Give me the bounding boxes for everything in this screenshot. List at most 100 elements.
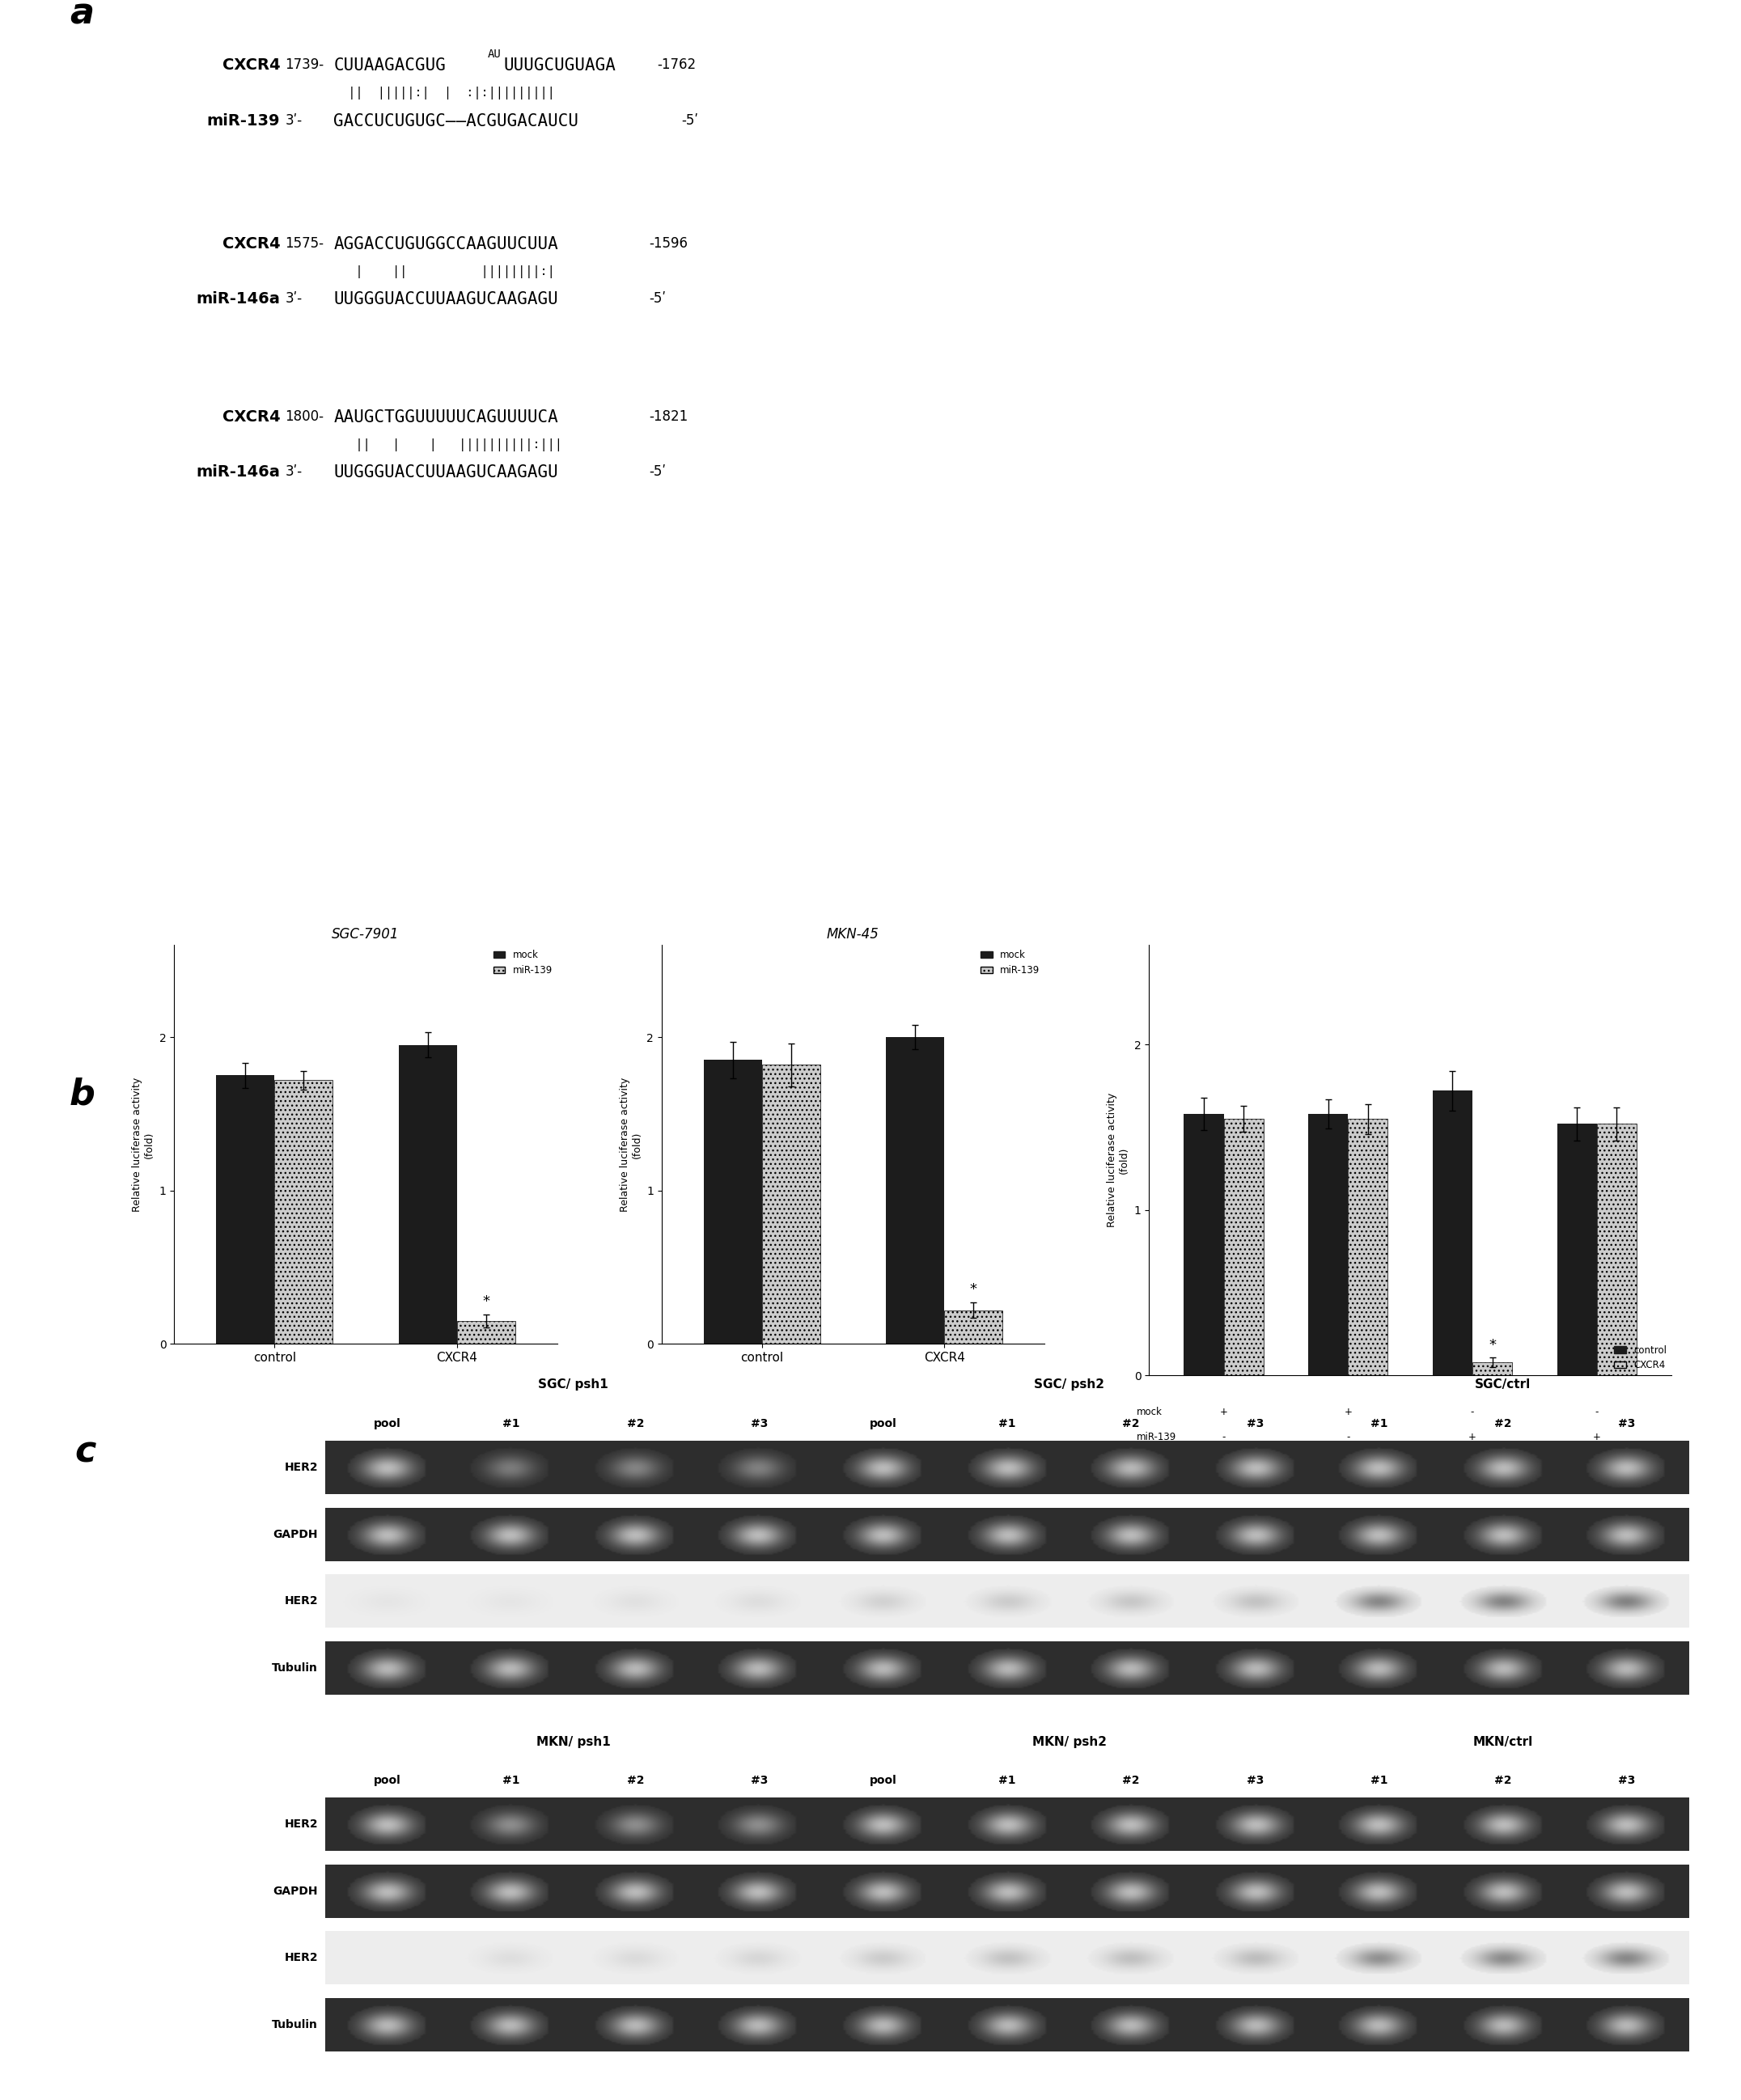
Text: UUGGGUACCUUAAGUCAAGAGU: UUGGGUACCUUAAGUCAAGAGU — [334, 464, 559, 481]
Text: miR-139: miR-139 — [207, 113, 280, 128]
Text: a: a — [70, 0, 94, 32]
Bar — [1307, 1113, 1348, 1376]
Text: HER2: HER2 — [284, 1596, 319, 1607]
Text: c: c — [75, 1434, 96, 1470]
Text: #2: #2 — [1123, 1418, 1140, 1430]
Bar — [399, 1044, 456, 1344]
Text: -: - — [1595, 1455, 1598, 1468]
Text: AGGACCUGUGGCCAAGUUCUUA: AGGACCUGUGGCCAAGUUCUUA — [334, 237, 559, 252]
Text: #1: #1 — [999, 1418, 1015, 1430]
Text: #2: #2 — [1494, 1774, 1511, 1787]
Text: -: - — [1595, 1407, 1598, 1418]
Text: |    ||          ||||||||:|: | || ||||||||:| — [334, 265, 555, 277]
Text: 3ʹ-: 3ʹ- — [286, 113, 303, 128]
Text: 3ʹ-: 3ʹ- — [286, 464, 303, 479]
Text: pool: pool — [374, 1418, 400, 1430]
Y-axis label: Relative luciferase activity
(fold): Relative luciferase activity (fold) — [1107, 1092, 1130, 1228]
Text: Antisense oligo: Antisense oligo — [1137, 1480, 1210, 1491]
Legend: mock, miR-139: mock, miR-139 — [980, 949, 1039, 977]
Text: HER2: HER2 — [284, 1953, 319, 1964]
Text: UUGGGUACCUUAAGUCAAGAGU: UUGGGUACCUUAAGUCAAGAGU — [334, 292, 559, 307]
Text: 1575-: 1575- — [286, 237, 324, 250]
Text: HER2: HER2 — [284, 1819, 319, 1829]
Bar — [275, 1079, 333, 1344]
Text: SGC/ psh1: SGC/ psh1 — [538, 1380, 609, 1390]
Legend: mock, miR-139: mock, miR-139 — [493, 949, 552, 977]
Text: #2: #2 — [1494, 1418, 1511, 1430]
Text: ||   |    |   ||||||||||:|||: || | | ||||||||||:||| — [334, 439, 562, 452]
Text: MKN/ctrl: MKN/ctrl — [1473, 1737, 1532, 1747]
Y-axis label: Relative luciferase activity
(fold): Relative luciferase activity (fold) — [132, 1077, 155, 1212]
Text: HER2: HER2 — [284, 1462, 319, 1472]
Text: #1: #1 — [1370, 1418, 1388, 1430]
Text: AU: AU — [487, 48, 501, 59]
Text: +: + — [1220, 1455, 1227, 1468]
Text: -: - — [1471, 1480, 1475, 1491]
Text: #2: #2 — [627, 1774, 644, 1787]
Text: #3: #3 — [750, 1418, 768, 1430]
Text: -5ʹ: -5ʹ — [649, 464, 667, 479]
Text: GACCUCUGUGC––ACGUGACAUCU: GACCUCUGUGC––ACGUGACAUCU — [334, 113, 578, 128]
Text: #2: #2 — [627, 1418, 644, 1430]
Text: SGC/ctrl: SGC/ctrl — [1475, 1380, 1530, 1390]
Text: +: + — [1344, 1407, 1353, 1418]
Text: #1: #1 — [1370, 1774, 1388, 1787]
Title: MKN-45: MKN-45 — [827, 926, 879, 941]
Text: CUUAAGACGUG: CUUAAGACGUG — [334, 59, 446, 74]
Text: #3: #3 — [1617, 1418, 1635, 1430]
Text: mock: mock — [1137, 1407, 1163, 1418]
Text: *: * — [1489, 1338, 1496, 1352]
Text: #2: #2 — [1123, 1774, 1140, 1787]
Text: mock oligo: mock oligo — [1137, 1455, 1189, 1468]
Text: +: + — [1468, 1432, 1476, 1443]
Title: SGC-7901: SGC-7901 — [333, 926, 399, 941]
Legend: control, CXCR4: control, CXCR4 — [1614, 1344, 1666, 1371]
Text: UUUGCUGUAGA: UUUGCUGUAGA — [503, 59, 616, 74]
Text: #3: #3 — [1247, 1774, 1264, 1787]
Text: +: + — [1344, 1480, 1353, 1491]
Text: +: + — [1593, 1480, 1600, 1491]
Text: pool: pool — [374, 1774, 400, 1787]
Text: miR-146a: miR-146a — [197, 464, 280, 481]
Bar — [456, 1321, 515, 1344]
Text: -: - — [1346, 1432, 1349, 1443]
Y-axis label: Relative luciferase activity
(fold): Relative luciferase activity (fold) — [620, 1077, 642, 1212]
Text: -5ʹ: -5ʹ — [682, 113, 698, 128]
Bar — [703, 1060, 763, 1344]
Text: AAUGCTGGUUUUUCAGUUUUCA: AAUGCTGGUUUUUCAGUUUUCA — [334, 410, 559, 426]
Bar — [886, 1037, 944, 1344]
Text: pool: pool — [869, 1774, 897, 1787]
Text: GAPDH: GAPDH — [273, 1529, 319, 1539]
Text: pool: pool — [869, 1418, 897, 1430]
Text: GAPDH: GAPDH — [273, 1886, 319, 1896]
Bar — [216, 1075, 275, 1344]
Text: b: b — [70, 1077, 96, 1113]
Bar — [1348, 1119, 1388, 1376]
Text: -: - — [1222, 1432, 1226, 1443]
Text: ||  |||||:|  |  :|:|||||||||: || |||||:| | :|:||||||||| — [334, 86, 555, 99]
Text: -: - — [1471, 1407, 1475, 1418]
Bar — [763, 1065, 820, 1344]
Text: *: * — [970, 1281, 977, 1296]
Text: #1: #1 — [999, 1774, 1015, 1787]
Text: +: + — [1220, 1407, 1227, 1418]
Text: SGC/ psh2: SGC/ psh2 — [1034, 1380, 1104, 1390]
Text: Tubulin: Tubulin — [272, 2018, 319, 2031]
Bar — [944, 1310, 1003, 1344]
Text: -1821: -1821 — [649, 410, 688, 424]
Bar — [1596, 1124, 1637, 1376]
Text: -1762: -1762 — [658, 59, 696, 71]
Text: #3: #3 — [1617, 1774, 1635, 1787]
Text: -1596: -1596 — [649, 237, 688, 250]
Text: -: - — [1346, 1455, 1349, 1468]
Text: *: * — [482, 1294, 489, 1308]
Text: #1: #1 — [503, 1774, 521, 1787]
Bar — [1433, 1090, 1473, 1376]
Text: miR-139: miR-139 — [1137, 1432, 1177, 1443]
Text: CXCR4: CXCR4 — [223, 59, 280, 74]
Text: Tubulin: Tubulin — [272, 1661, 319, 1674]
Text: MKN/ psh2: MKN/ psh2 — [1032, 1737, 1106, 1747]
Text: CXCR4: CXCR4 — [223, 237, 280, 252]
Text: 1800-: 1800- — [286, 410, 324, 424]
Text: #3: #3 — [1247, 1418, 1264, 1430]
